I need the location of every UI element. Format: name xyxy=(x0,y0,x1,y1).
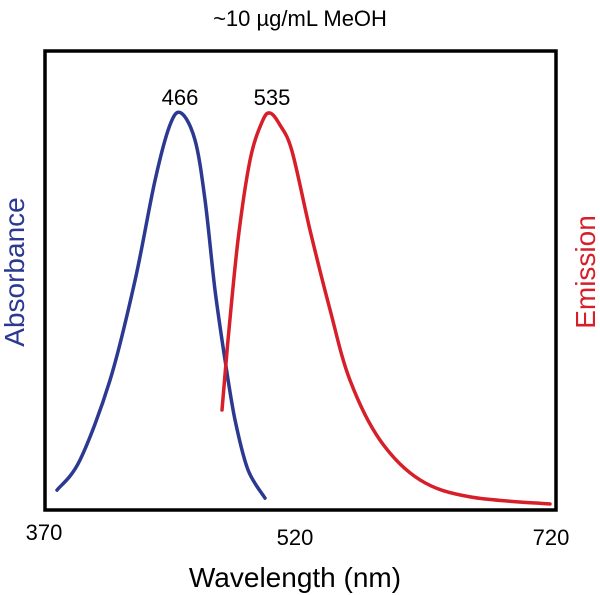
plot-frame xyxy=(43,49,558,512)
peak-label-absorbance: 466 xyxy=(162,85,199,110)
y-axis-label-emission: Emission xyxy=(570,215,600,329)
series-layer xyxy=(55,110,552,506)
y-axis-label-absorbance: Absorbance xyxy=(0,197,30,346)
peak-label-emission: 535 xyxy=(254,85,291,110)
series-line-emission xyxy=(220,111,552,506)
chart-title: ~10 µg/mL MeOH xyxy=(213,6,387,31)
x-tick-label-520: 520 xyxy=(277,525,314,550)
x-tick-label-370: 370 xyxy=(26,520,63,545)
series-line-absorbance xyxy=(55,110,267,500)
x-axis-label: Wavelength (nm) xyxy=(189,562,401,593)
x-tick-label-720: 720 xyxy=(533,525,570,550)
